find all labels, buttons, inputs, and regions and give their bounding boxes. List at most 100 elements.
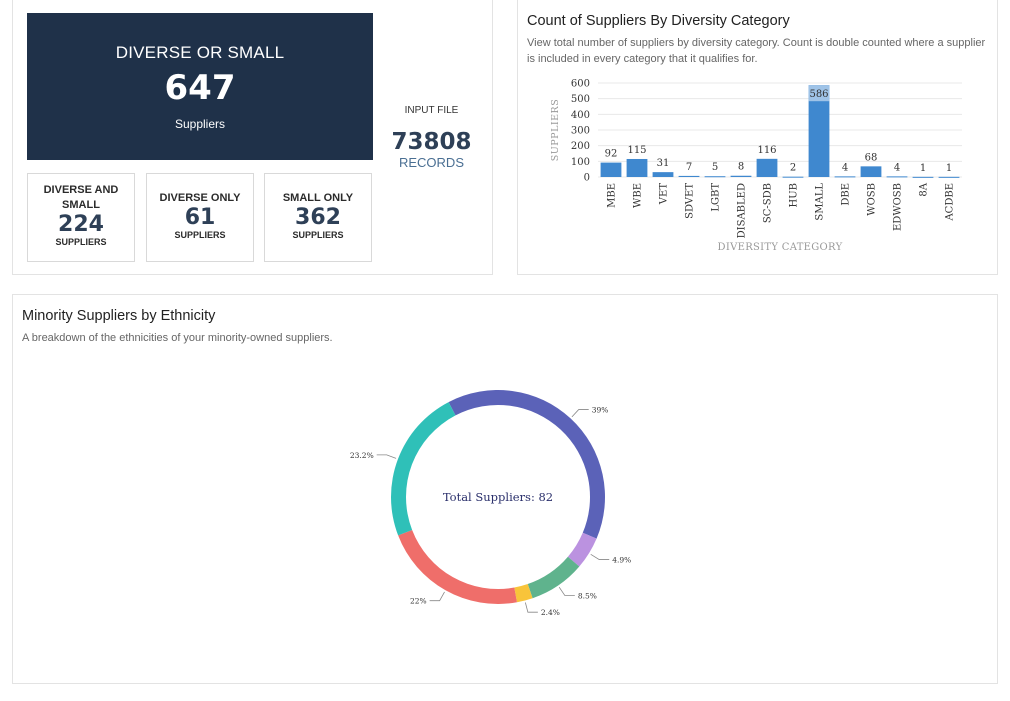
bar-value-label: 2 [790,163,796,174]
bar-sc-sdb[interactable] [756,158,778,177]
bar-sdvet[interactable] [678,175,700,177]
donut-leader-line [571,409,589,418]
tile-title: DIVERSE AND [43,184,119,196]
input-file-unit: RECORDS [398,155,464,170]
bar-dbe[interactable] [834,176,856,178]
tile-unit: SUPPLIERS [292,230,344,240]
bar-value-label: 1 [946,163,952,174]
donut-slice[interactable] [514,584,533,603]
donut-leader-line [376,454,397,459]
bar-value-label: 7 [686,162,692,173]
tile-unit: SUPPLIERS [174,230,226,240]
bar-value-label: 8 [738,162,744,173]
y-axis-label: SUPPLIERS [550,99,561,161]
bar-acdbe[interactable] [938,176,960,178]
tile-unit: SUPPLIERS [55,237,107,247]
x-tick-label: SMALL [815,183,826,221]
bar-value-label: 116 [757,145,776,156]
bar-8a[interactable] [912,176,934,178]
x-tick-label: HUB [789,183,800,208]
x-axis-label: DIVERSITY CATEGORY [718,242,843,253]
x-tick-label: SDVET [685,183,696,219]
x-tick-label: EDWOSB [893,183,904,231]
x-tick-label: LGBT [711,183,722,212]
bar-value-label: 92 [605,149,618,160]
x-tick-label: SC-SDB [763,183,774,223]
bar-wbe[interactable] [626,158,648,177]
summary-card: DIVERSE OR SMALL 647 Suppliers INPUT FIL… [12,0,493,275]
bar-value-label: 4 [842,162,848,173]
ethnicity-chart-description: A breakdown of the ethnicities of your m… [22,332,333,344]
donut-slice[interactable] [567,532,597,567]
bar-mbe[interactable] [600,162,622,177]
y-tick-label: 600 [571,79,590,90]
tile-title: SMALL [62,199,100,211]
tile-title: DIVERSE ONLY [159,192,241,204]
hero-unit: Suppliers [174,117,226,131]
input-file-value: 73808 [391,129,472,155]
bar-vet[interactable] [652,172,674,177]
bar-edwosb[interactable] [886,176,908,178]
donut-slice-label: 4.9% [612,556,631,565]
donut-leader-line [558,586,575,596]
y-tick-label: 400 [571,110,590,121]
hero-value: 647 [164,68,236,108]
bar-value-label: 115 [627,145,646,156]
hero-title: DIVERSE OR SMALL [115,43,285,62]
donut-leader-line [590,553,610,560]
bar-value-label: 4 [894,162,900,173]
bar-highlight [808,85,830,102]
tile-title: SMALL ONLY [282,192,354,204]
bar-wosb[interactable] [860,166,882,177]
donut-leader-line [524,602,538,613]
donut-slice-label: 39% [592,406,609,415]
donut-slice-label: 22% [410,597,427,606]
x-tick-label: DISABLED [737,183,748,238]
donut-slice[interactable] [398,530,517,604]
diverse-and-small-tile[interactable]: DIVERSE AND SMALL 224 SUPPLIERS [27,173,135,262]
diverse-or-small-tile[interactable]: DIVERSE OR SMALL 647 Suppliers [27,13,373,160]
x-tick-label: 8A [919,182,930,196]
diversity-chart-description: View total number of suppliers by divers… [527,37,986,65]
small-only-tile[interactable]: SMALL ONLY 362 SUPPLIERS [264,173,372,262]
diversity-chart-title: Count of Suppliers By Diversity Category [527,13,790,29]
bar-lgbt[interactable] [704,176,726,178]
x-tick-label: ACDBE [945,183,956,222]
tile-value: 61 [184,205,216,230]
input-file-label: INPUT FILE [404,105,459,116]
y-tick-label: 100 [571,157,590,168]
y-tick-label: 0 [584,173,590,184]
x-tick-label: WBE [633,183,644,208]
bar-disabled[interactable] [730,175,752,177]
ethnicity-chart-title: Minority Suppliers by Ethnicity [22,308,216,324]
bar-value-label: 68 [865,152,878,163]
diverse-only-tile[interactable]: DIVERSE ONLY 61 SUPPLIERS [146,173,254,262]
tile-value: 224 [58,212,104,237]
donut-slice[interactable] [448,390,605,539]
donut-slice[interactable] [527,556,580,599]
x-tick-label: DBE [841,183,852,206]
input-file-stat: INPUT FILE 73808 RECORDS [389,105,474,170]
x-tick-label: VET [659,183,670,206]
bar-hub[interactable] [782,176,804,178]
donut-center-label: Total Suppliers: 82 [443,490,553,504]
bar-value-label: 1 [920,163,926,174]
ethnicity-card: Minority Suppliers by Ethnicity A breakd… [12,294,998,684]
x-tick-label: MBE [607,183,618,208]
bar-small[interactable] [808,85,830,177]
y-tick-label: 300 [571,126,590,137]
bar-value-label: 586 [809,89,828,100]
bar-value-label: 5 [712,162,718,173]
donut-slice[interactable] [391,402,456,536]
donut-slice-label: 23.2% [350,451,374,460]
x-tick-label: WOSB [867,183,878,216]
tile-value: 362 [295,205,341,230]
donut-slice-label: 2.4% [541,608,560,617]
bar-value-label: 31 [657,158,670,169]
donut-slice-label: 8.5% [578,591,597,600]
y-tick-label: 200 [571,141,590,152]
y-tick-label: 500 [571,94,590,105]
ethnicity-donut-chart: 39% 4.9% 8.5% 2.4% 22% 23.2% Total Suppliers: … [350,390,631,617]
diversity-category-card: Count of Suppliers By Diversity Category… [517,0,998,275]
